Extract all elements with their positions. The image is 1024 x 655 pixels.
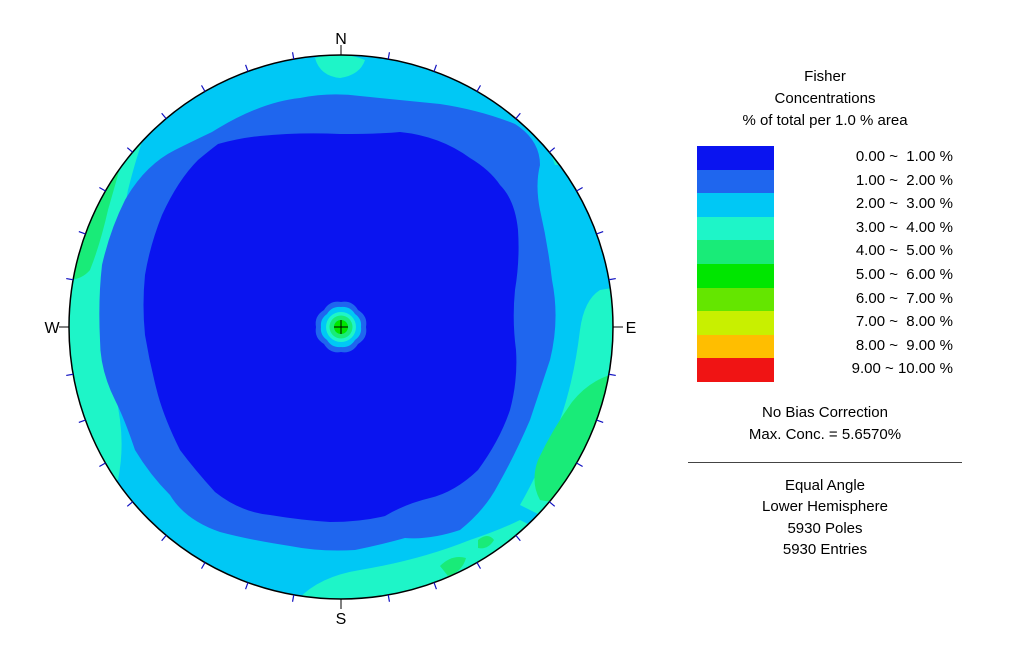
legend-range-label: 6.00 ~ 7.00 % bbox=[855, 289, 953, 307]
azimuth-tick bbox=[608, 277, 616, 281]
north-label: N bbox=[335, 31, 347, 48]
legend-title-line-1: Fisher bbox=[804, 68, 846, 85]
azimuth-tick bbox=[66, 277, 74, 281]
legend-swatch bbox=[697, 311, 774, 335]
azimuth-tick bbox=[78, 419, 86, 423]
legend-swatch bbox=[697, 146, 774, 170]
legend-swatch bbox=[697, 193, 774, 217]
azimuth-tick bbox=[245, 582, 249, 590]
azimuth-tick bbox=[387, 52, 391, 60]
legend-swatch bbox=[697, 169, 774, 194]
azimuth-tick bbox=[596, 231, 604, 235]
legend-range-label: 0.00 ~ 1.00 % bbox=[855, 148, 953, 165]
azimuth-ticks bbox=[66, 52, 616, 602]
azimuth-tick bbox=[608, 373, 616, 377]
azimuth-tick bbox=[476, 85, 482, 92]
azimuth-tick bbox=[66, 373, 74, 377]
azimuth-tick bbox=[576, 186, 583, 192]
contour-3-4-north bbox=[315, 55, 365, 78]
azimuth-tick bbox=[291, 52, 295, 60]
legend-range-label: 8.00 ~ 9.00 % bbox=[855, 336, 953, 354]
south-label: S bbox=[336, 611, 347, 628]
legend-swatch bbox=[697, 240, 774, 264]
azimuth-tick bbox=[78, 231, 86, 235]
azimuth-tick bbox=[515, 534, 521, 542]
center-cross bbox=[334, 320, 348, 334]
west-label: W bbox=[44, 320, 60, 337]
legend-entry: 6.00 ~ 7.00 % bbox=[680, 287, 970, 312]
azimuth-tick bbox=[433, 582, 437, 590]
legend-swatch bbox=[697, 358, 774, 382]
azimuth-tick bbox=[515, 112, 521, 120]
contour-4-5-south-b bbox=[478, 536, 494, 549]
azimuth-tick bbox=[126, 501, 134, 507]
azimuth-tick bbox=[433, 64, 437, 72]
legend-swatch bbox=[697, 334, 774, 359]
legend-entries: 0.00 ~ 1.00 % 1.00 ~ 2.00 % 2.00 ~ 3.00 % 3… bbox=[680, 146, 970, 382]
legend-title-line-2: Concentrations bbox=[774, 90, 876, 107]
legend-range-label: 5.00 ~ 6.00 % bbox=[855, 265, 953, 283]
azimuth-tick bbox=[200, 562, 206, 569]
legend-entry: 4.00 ~ 5.00 % bbox=[680, 240, 970, 264]
legend-title: Fisher Concentrations % of total per 1.0… bbox=[680, 66, 970, 132]
legend-range-label: 9.00 ~ 10.00 % bbox=[851, 360, 953, 378]
azimuth-tick bbox=[161, 112, 167, 120]
cardinal-tick-marks bbox=[59, 45, 623, 609]
azimuth-tick bbox=[548, 501, 556, 507]
legend-divider bbox=[688, 461, 962, 463]
legend-entry: 3.00 ~ 4.00 % bbox=[680, 216, 970, 241]
azimuth-tick bbox=[291, 594, 295, 602]
entries-label: 5930 Entries bbox=[782, 541, 868, 559]
legend-entry: 1.00 ~ 2.00 % bbox=[680, 169, 970, 194]
azimuth-tick bbox=[476, 562, 482, 569]
contour-4-5-south bbox=[440, 557, 466, 576]
projection-info: Equal Angle Lower Hemisphere 5930 Poles … bbox=[680, 475, 970, 561]
legend-title-line-3: % of total per 1.0 % area bbox=[742, 112, 908, 129]
legend-entry: 7.00 ~ 8.00 % bbox=[680, 311, 970, 335]
east-label: E bbox=[626, 320, 637, 337]
azimuth-tick bbox=[126, 147, 134, 153]
legend-entry: 5.00 ~ 6.00 % bbox=[680, 263, 970, 288]
legend-range-label: 2.00 ~ 3.00 % bbox=[855, 195, 953, 213]
legend-swatch bbox=[697, 287, 774, 312]
legend-range-label: 3.00 ~ 4.00 % bbox=[855, 218, 953, 236]
legend-range-label: 4.00 ~ 5.00 % bbox=[855, 242, 953, 260]
projection-label: Equal Angle bbox=[784, 476, 866, 494]
azimuth-tick bbox=[200, 85, 206, 92]
poles-label: 5930 Poles bbox=[787, 519, 863, 537]
azimuth-tick bbox=[161, 534, 167, 542]
legend-entry: 2.00 ~ 3.00 % bbox=[680, 193, 970, 217]
legend-swatch bbox=[697, 216, 774, 241]
azimuth-tick bbox=[576, 462, 583, 468]
azimuth-tick bbox=[99, 462, 106, 468]
legend-entry: 0.00 ~ 1.00 % bbox=[680, 146, 970, 170]
hemisphere-label: Lower Hemisphere bbox=[762, 498, 888, 516]
legend-note: No Bias Correction Max. Conc. = 5.6570% bbox=[680, 402, 970, 446]
legend-range-label: 7.00 ~ 8.00 % bbox=[855, 313, 953, 331]
max-concentration-label: Max. Conc. = 5.6570% bbox=[748, 425, 902, 443]
legend-swatch bbox=[697, 263, 774, 288]
legend: Fisher Concentrations % of total per 1.0… bbox=[680, 66, 970, 561]
stereonet-plot: N S W E bbox=[44, 31, 637, 628]
azimuth-tick bbox=[387, 594, 391, 602]
bias-correction-label: No Bias Correction bbox=[762, 403, 888, 421]
azimuth-tick bbox=[596, 419, 604, 423]
azimuth-tick bbox=[99, 186, 106, 192]
legend-range-label: 1.00 ~ 2.00 % bbox=[855, 171, 953, 189]
legend-entry: 8.00 ~ 9.00 % bbox=[680, 334, 970, 359]
azimuth-tick bbox=[548, 147, 556, 153]
legend-entry: 9.00 ~ 10.00 % bbox=[680, 358, 970, 382]
azimuth-tick bbox=[245, 64, 249, 72]
